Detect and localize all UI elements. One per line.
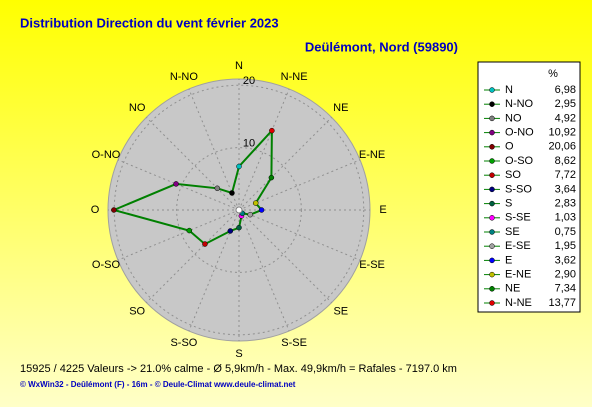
legend-marker [489, 286, 495, 292]
legend-label: SE [505, 226, 520, 238]
legend-marker [489, 271, 495, 278]
legend-marker [489, 115, 495, 122]
spoke [146, 117, 240, 211]
rose-point [258, 207, 265, 213]
legend-label: E-NE [505, 269, 531, 281]
legend-unit: % [548, 68, 558, 80]
legend-label: O-NO [505, 127, 534, 139]
legend-label: S-SE [505, 212, 531, 224]
spoke [146, 209, 240, 303]
legend-marker [489, 172, 495, 178]
legend-label: N-NE [505, 297, 532, 309]
direction-label: E [379, 204, 386, 216]
spoke [238, 209, 290, 332]
direction-label: SE [333, 306, 348, 318]
center [235, 206, 243, 214]
legend-label: NO [505, 112, 522, 124]
direction-label: E-SE [359, 259, 385, 271]
legend-value: 1,95 [555, 240, 576, 252]
legend-marker [489, 87, 495, 93]
rose-point [111, 207, 117, 213]
direction-label: O-SO [92, 259, 121, 271]
chart-subtitle: Deülémont, Nord (59890) [305, 39, 458, 54]
rose-point [247, 211, 253, 218]
direction-label: N-NO [170, 71, 199, 83]
legend-label: NE [505, 283, 520, 295]
legend-value: 20,06 [548, 141, 576, 153]
spoke [238, 209, 332, 303]
rose-point [269, 127, 275, 134]
direction-label: NE [333, 102, 348, 114]
legend-marker [489, 129, 495, 136]
direction-label: O-NO [92, 149, 121, 161]
legend-marker [489, 243, 495, 249]
legend-marker [489, 144, 495, 150]
chart-title: Distribution Direction du vent février 2… [20, 15, 279, 30]
rose-point [202, 241, 208, 247]
direction-label: NO [129, 102, 146, 114]
legend-label: N [505, 84, 513, 96]
legend-marker [489, 200, 495, 207]
legend-label: S [505, 198, 512, 210]
legend-value: 7,34 [555, 283, 576, 295]
legend-marker [489, 158, 495, 164]
legend-value: 1,03 [555, 212, 576, 224]
legend-label: N-NO [505, 98, 534, 110]
r-tick-label: 10 [243, 138, 255, 150]
rose-point [173, 181, 179, 187]
legend-value: 6,98 [555, 84, 576, 96]
credits: © WxWin32 - Deûlémont (F) - 16m - © Deul… [20, 380, 296, 389]
rose-point [229, 190, 235, 196]
direction-label: S [235, 348, 242, 360]
rose-point [227, 228, 234, 234]
legend-value: 13,77 [548, 297, 576, 309]
legend-label: S-SO [505, 183, 532, 195]
legend-label: O-SO [505, 155, 534, 167]
legend-value: 4,92 [555, 112, 576, 124]
legend-value: 0,75 [555, 226, 576, 238]
spoke [238, 209, 361, 261]
direction-label: SO [129, 306, 145, 318]
legend-value: 2,83 [555, 198, 576, 210]
r-tick-label: 20 [243, 75, 255, 87]
rose-point [186, 227, 193, 234]
legend-marker [489, 257, 495, 264]
legend-value: 7,72 [555, 169, 576, 181]
rose-point [252, 200, 259, 206]
direction-label: E-NE [359, 149, 385, 161]
direction-label: N [235, 60, 243, 72]
legend-value: 10,92 [548, 127, 576, 139]
spoke [188, 88, 240, 211]
legend-value: 3,62 [555, 254, 576, 266]
legend-marker [489, 101, 495, 107]
direction-label: O [91, 204, 100, 216]
grid-circle [176, 147, 302, 273]
rose-point [236, 163, 242, 170]
legend-label: O [505, 141, 514, 153]
direction-label: S-SE [281, 337, 307, 349]
rose-point [236, 224, 242, 231]
rose-point [214, 185, 221, 192]
rose-point [268, 174, 275, 181]
direction-label: S-SO [170, 337, 197, 349]
legend-marker [489, 229, 495, 235]
legend-marker [489, 186, 495, 193]
legend-value: 2,95 [555, 98, 576, 110]
legend-value: 2,90 [555, 269, 576, 281]
spoke [238, 117, 332, 211]
spoke [238, 159, 361, 211]
legend-value: 8,62 [555, 155, 576, 167]
legend-box [477, 61, 581, 313]
spoke [238, 88, 290, 211]
footer: 15925 / 4225 Valeurs -> 21.0% calme - Ø … [20, 363, 457, 375]
legend-marker [489, 215, 495, 221]
legend-label: E [505, 254, 512, 266]
legend-value: 3,64 [555, 183, 576, 195]
direction-label: N-NE [281, 71, 308, 83]
legend-label: E-SE [505, 240, 531, 252]
legend-marker [489, 300, 495, 306]
spoke [117, 209, 240, 261]
legend-label: SO [505, 169, 521, 181]
